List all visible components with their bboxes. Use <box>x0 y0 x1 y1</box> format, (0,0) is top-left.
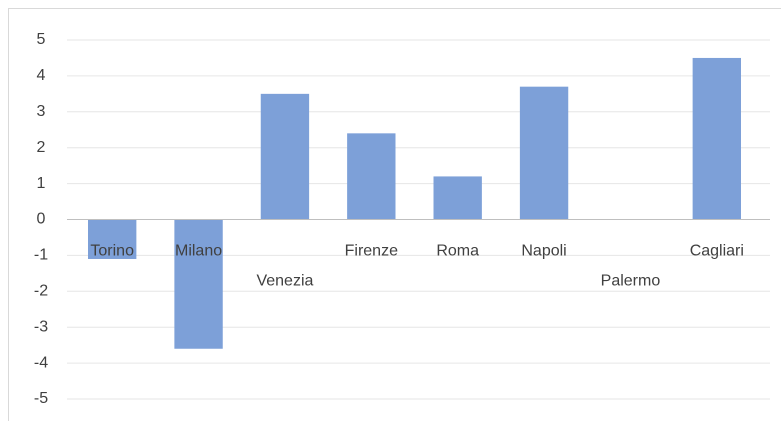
y-tick-label: 1 <box>37 175 46 192</box>
x-tick-label: Napoli <box>521 243 566 260</box>
bar <box>260 93 310 220</box>
y-tick-label: 2 <box>37 139 46 156</box>
x-tick-label: Roma <box>436 243 479 260</box>
bar <box>692 57 741 220</box>
chart-border <box>8 8 781 421</box>
y-tick-label: -1 <box>34 247 48 264</box>
x-tick-label: Cagliari <box>690 243 744 260</box>
x-tick-label: Firenze <box>345 243 398 260</box>
y-tick-label: -3 <box>34 318 48 335</box>
bar <box>174 219 223 349</box>
y-tick-label: 4 <box>37 67 46 84</box>
y-tick-label: 3 <box>37 103 46 120</box>
y-tick-label: -4 <box>34 354 48 371</box>
bar <box>347 133 396 220</box>
x-tick-label: Torino <box>90 243 134 260</box>
x-tick-label: Milano <box>175 243 222 260</box>
bar <box>519 86 569 220</box>
y-tick-label: -5 <box>34 390 48 407</box>
y-tick-label: 5 <box>37 31 46 48</box>
x-tick-label: Venezia <box>256 273 313 290</box>
bar <box>88 219 137 259</box>
y-tick-label: 0 <box>37 211 46 228</box>
x-tick-label: Palermo <box>601 273 661 290</box>
bar <box>433 176 482 220</box>
y-tick-label: -2 <box>34 283 48 300</box>
